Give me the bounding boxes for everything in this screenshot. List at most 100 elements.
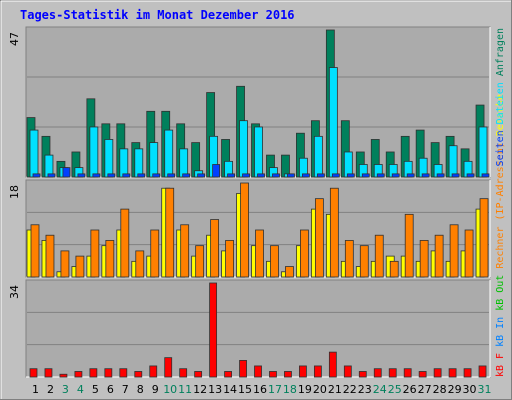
bar	[269, 371, 277, 378]
bar	[164, 357, 173, 378]
x-tick-label: 23	[358, 383, 372, 396]
y-tick-label: 18	[8, 185, 21, 199]
bar	[119, 148, 129, 178]
bar	[478, 126, 488, 178]
bar	[419, 240, 429, 278]
bar	[449, 224, 459, 278]
bar	[358, 371, 367, 378]
bar	[388, 368, 397, 378]
bar	[331, 173, 340, 178]
x-tick-label: 11	[178, 383, 192, 396]
bar	[359, 245, 369, 278]
bar	[463, 368, 472, 378]
bar	[45, 234, 55, 278]
bar	[119, 368, 128, 378]
bar	[433, 368, 442, 378]
x-tick-label: 2	[47, 383, 54, 396]
panel	[25, 279, 491, 378]
bar	[287, 173, 295, 178]
bar	[299, 365, 307, 378]
bar	[122, 173, 131, 178]
bar	[421, 173, 430, 178]
bar	[300, 229, 309, 278]
x-tick-label: 21	[328, 383, 342, 396]
bar	[225, 240, 234, 278]
bar	[242, 173, 250, 178]
x-tick-label: 5	[92, 383, 99, 396]
bar	[254, 365, 262, 378]
bar	[210, 219, 220, 278]
x-tick-label: 8	[137, 383, 144, 396]
bar	[466, 173, 475, 178]
bar	[406, 173, 415, 178]
bar	[361, 173, 370, 178]
x-tick-label: 31	[478, 383, 492, 396]
legend-entry: kB In	[495, 317, 506, 347]
bar	[105, 240, 115, 278]
bar	[227, 173, 235, 178]
bar	[314, 198, 324, 278]
legend-entry: Besuche	[495, 94, 506, 136]
x-tick-label: 10	[163, 383, 177, 396]
legend-entry: Dateien	[495, 82, 506, 124]
bar	[436, 173, 445, 178]
x-tick-label: 13	[208, 383, 222, 396]
bar	[328, 351, 337, 378]
bar	[389, 260, 399, 278]
bar	[344, 240, 354, 278]
legend-entry: Seiten	[495, 130, 506, 166]
x-tick-label: 15	[238, 383, 252, 396]
x-tick-label: 24	[373, 383, 387, 396]
x-tick-label: 29	[448, 383, 462, 396]
bar	[135, 250, 145, 278]
bar	[403, 368, 412, 378]
bar	[448, 368, 457, 378]
bar	[44, 368, 53, 378]
bar	[134, 371, 143, 378]
bar	[74, 371, 83, 378]
x-tick-label: 26	[403, 383, 417, 396]
bar	[209, 282, 218, 378]
bar	[434, 234, 444, 278]
bar	[373, 368, 382, 378]
bar	[272, 173, 280, 178]
bar	[195, 245, 205, 278]
bar	[92, 173, 101, 178]
bar	[137, 173, 146, 178]
bar	[180, 224, 190, 278]
bar	[152, 173, 161, 178]
bar	[224, 371, 232, 378]
bar	[479, 198, 489, 278]
bar	[197, 173, 206, 178]
bar	[149, 365, 158, 378]
bar	[313, 365, 322, 378]
bar	[302, 173, 310, 178]
y-tick-label: 47	[8, 32, 21, 46]
bar	[149, 142, 159, 178]
x-tick-label: 16	[253, 383, 267, 396]
bar	[89, 368, 98, 378]
bar	[418, 371, 427, 378]
x-tick-label: 6	[107, 383, 114, 396]
bar	[150, 229, 160, 278]
bar	[29, 129, 39, 178]
bar	[179, 368, 188, 378]
bar	[62, 167, 71, 178]
bar	[59, 373, 68, 378]
bar	[77, 173, 86, 178]
bar	[374, 234, 384, 278]
x-tick-label: 20	[313, 383, 327, 396]
bar	[257, 173, 265, 178]
bar	[391, 173, 400, 178]
y-tick-label: 34	[8, 285, 21, 299]
x-tick-label: 18	[283, 383, 297, 396]
bar	[89, 126, 99, 178]
x-tick-label: 17	[268, 383, 282, 396]
bar	[104, 368, 113, 378]
bar	[29, 368, 38, 378]
bar	[107, 173, 116, 178]
bar	[104, 139, 114, 178]
bar	[60, 250, 70, 278]
bar	[90, 229, 100, 278]
